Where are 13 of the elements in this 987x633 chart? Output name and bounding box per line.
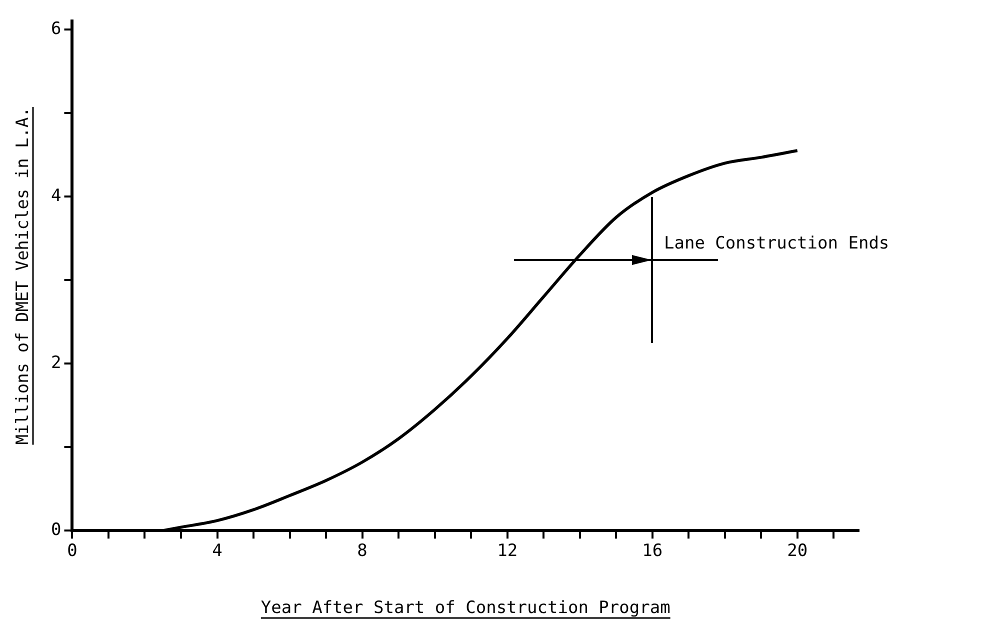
x-tick-label: 16 — [642, 541, 663, 562]
x-tick-label: 20 — [787, 541, 808, 562]
y-tick-label: 0 — [50, 520, 62, 540]
x-tick-label: 12 — [497, 541, 518, 562]
x-tick-label: 0 — [67, 541, 78, 562]
x-tick-label: 8 — [357, 541, 368, 562]
annotation: Lane Construction Ends — [664, 233, 890, 254]
x-axis-title: Year After Start of Construction Program — [260, 598, 670, 618]
y-tick-label: 2 — [50, 353, 62, 374]
y-tick-label: 6 — [50, 18, 62, 39]
y-axis-title: Millions of DMET Vehicles in L.A. — [13, 107, 33, 445]
x-tick-label: 4 — [212, 541, 222, 562]
y-tick-label: 4 — [50, 186, 62, 206]
